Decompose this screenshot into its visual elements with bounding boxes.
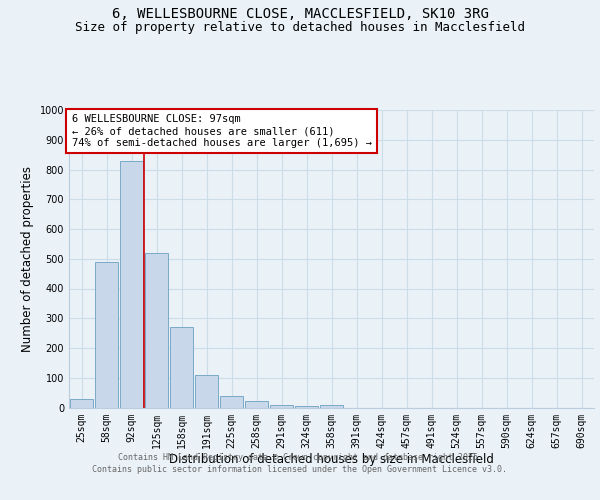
Bar (245, 401, 268, 407)
Text: 6, WELLESBOURNE CLOSE, MACCLESFIELD, SK10 3RG: 6, WELLESBOURNE CLOSE, MACCLESFIELD, SK1… (112, 8, 488, 22)
Bar (220, 396, 243, 407)
Text: Contains HM Land Registry data © Crown copyright and database right 2025.: Contains HM Land Registry data © Crown c… (118, 452, 482, 462)
Bar (195, 376, 218, 408)
Bar (270, 404, 293, 407)
Bar (295, 406, 318, 407)
Bar (95, 262, 118, 408)
Text: 6 WELLESBOURNE CLOSE: 97sqm
← 26% of detached houses are smaller (611)
74% of se: 6 WELLESBOURNE CLOSE: 97sqm ← 26% of det… (71, 114, 371, 148)
Y-axis label: Number of detached properties: Number of detached properties (21, 166, 34, 352)
Bar (145, 253, 168, 408)
X-axis label: Distribution of detached houses by size in Macclesfield: Distribution of detached houses by size … (169, 453, 494, 466)
Bar (70, 399, 93, 407)
Text: Contains public sector information licensed under the Open Government Licence v3: Contains public sector information licen… (92, 465, 508, 474)
Text: Size of property relative to detached houses in Macclesfield: Size of property relative to detached ho… (75, 21, 525, 34)
Bar (320, 405, 343, 407)
Bar (120, 160, 143, 408)
Bar (170, 327, 193, 407)
